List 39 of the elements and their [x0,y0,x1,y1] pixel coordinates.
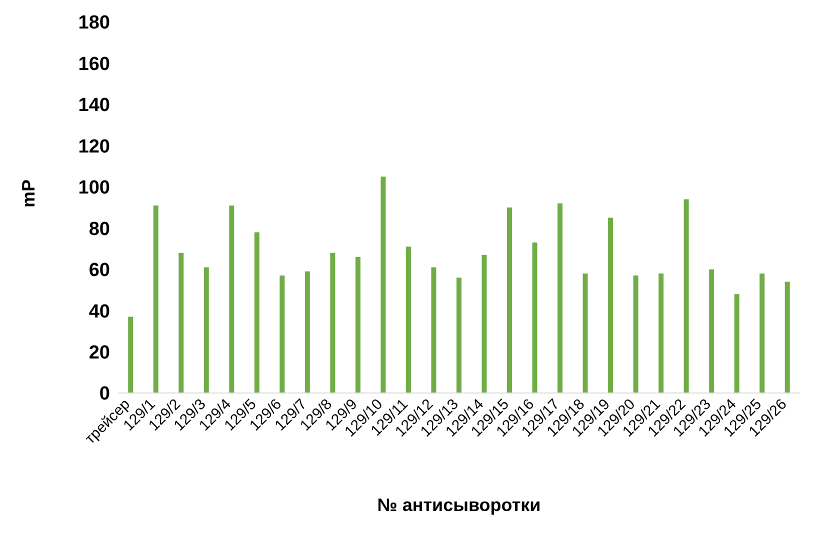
y-tick-label: 0 [99,384,110,405]
y-tick-label: 100 [78,178,110,199]
bar [608,218,614,393]
bar [633,276,638,393]
bar [734,294,740,393]
bar [482,254,487,393]
bar [304,271,310,393]
bar [582,273,588,393]
bar [380,176,386,393]
bar [178,252,184,393]
bar [709,269,714,393]
bar [254,232,260,393]
y-tick-label: 80 [88,218,110,240]
y-tick-label: 180 [78,12,110,34]
bar [456,278,462,393]
bar [431,267,436,393]
bar [760,273,765,393]
bar [128,316,134,393]
bar [153,205,158,393]
bar [229,205,234,393]
bar [406,246,411,393]
bar [280,276,285,393]
y-tick-label: 60 [88,260,110,282]
y-tick-label: 120 [78,136,110,158]
bar [506,208,512,393]
bar [558,203,563,393]
bar [204,267,209,393]
y-tick-label: 20 [88,342,110,364]
bar [684,199,689,393]
bar [532,242,538,393]
y-tick-label: 160 [78,54,110,75]
bar [330,252,336,393]
y-tick-label: 140 [78,95,110,116]
y-axis-title: mP [18,179,38,208]
x-axis-title: № антисыворотки [377,495,541,515]
bar [355,256,360,393]
bar [658,273,664,393]
y-tick-label: 40 [88,301,110,322]
bar [784,282,790,393]
